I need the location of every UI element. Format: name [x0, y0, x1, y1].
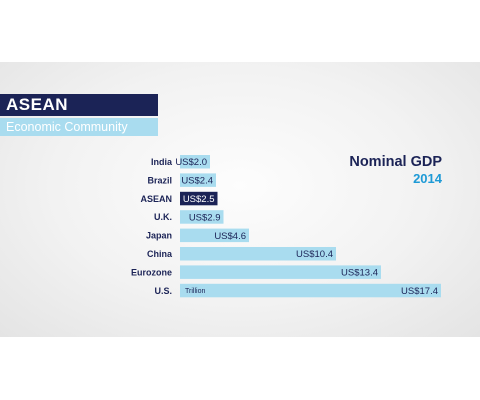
value-label-u-s: US$17.4: [401, 286, 438, 297]
category-label-india: India: [151, 157, 173, 167]
brand-subtitle: Economic Community: [0, 118, 158, 136]
bar-u-k: [180, 210, 224, 224]
category-label-eurozone: Eurozone: [131, 267, 172, 277]
value-label-asean: US$2.5: [183, 194, 215, 205]
chart-title: Nominal GDP: [349, 154, 442, 170]
value-label-u-k: US$2.9: [189, 212, 221, 223]
value-label-india: US$2.0: [175, 157, 207, 168]
chart-year: 2014: [413, 171, 442, 186]
brand-title: ASEAN: [0, 94, 158, 116]
value-label-china: US$10.4: [296, 249, 333, 260]
bar-eurozone: [180, 265, 381, 279]
bar-brazil: [180, 173, 216, 187]
category-label-u-s: U.S.: [154, 286, 172, 296]
bar-japan: [180, 228, 249, 243]
value-label-eurozone: US$13.4: [341, 268, 378, 279]
bar-china: [180, 247, 336, 261]
category-label-u-k: U.K.: [154, 212, 172, 222]
value-label-brazil: US$2.4: [181, 176, 213, 187]
category-label-asean: ASEAN: [140, 194, 172, 204]
value-label-japan: US$4.6: [214, 231, 246, 242]
bar-u-s: [180, 283, 441, 298]
category-label-japan: Japan: [146, 231, 172, 241]
bar-asean: [180, 191, 218, 206]
unit-label: Trillion: [185, 288, 205, 295]
bar-india: [180, 155, 210, 169]
chart-title-block: Nominal GDP 2014: [349, 154, 442, 186]
category-label-brazil: Brazil: [147, 175, 172, 185]
category-label-china: China: [147, 249, 173, 259]
